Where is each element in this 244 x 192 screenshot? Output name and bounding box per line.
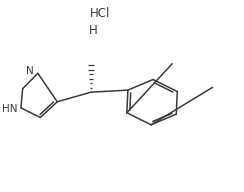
Text: HCl: HCl [90,7,110,20]
Text: H: H [88,24,97,37]
Text: HN: HN [1,104,17,114]
Text: N: N [26,66,34,76]
